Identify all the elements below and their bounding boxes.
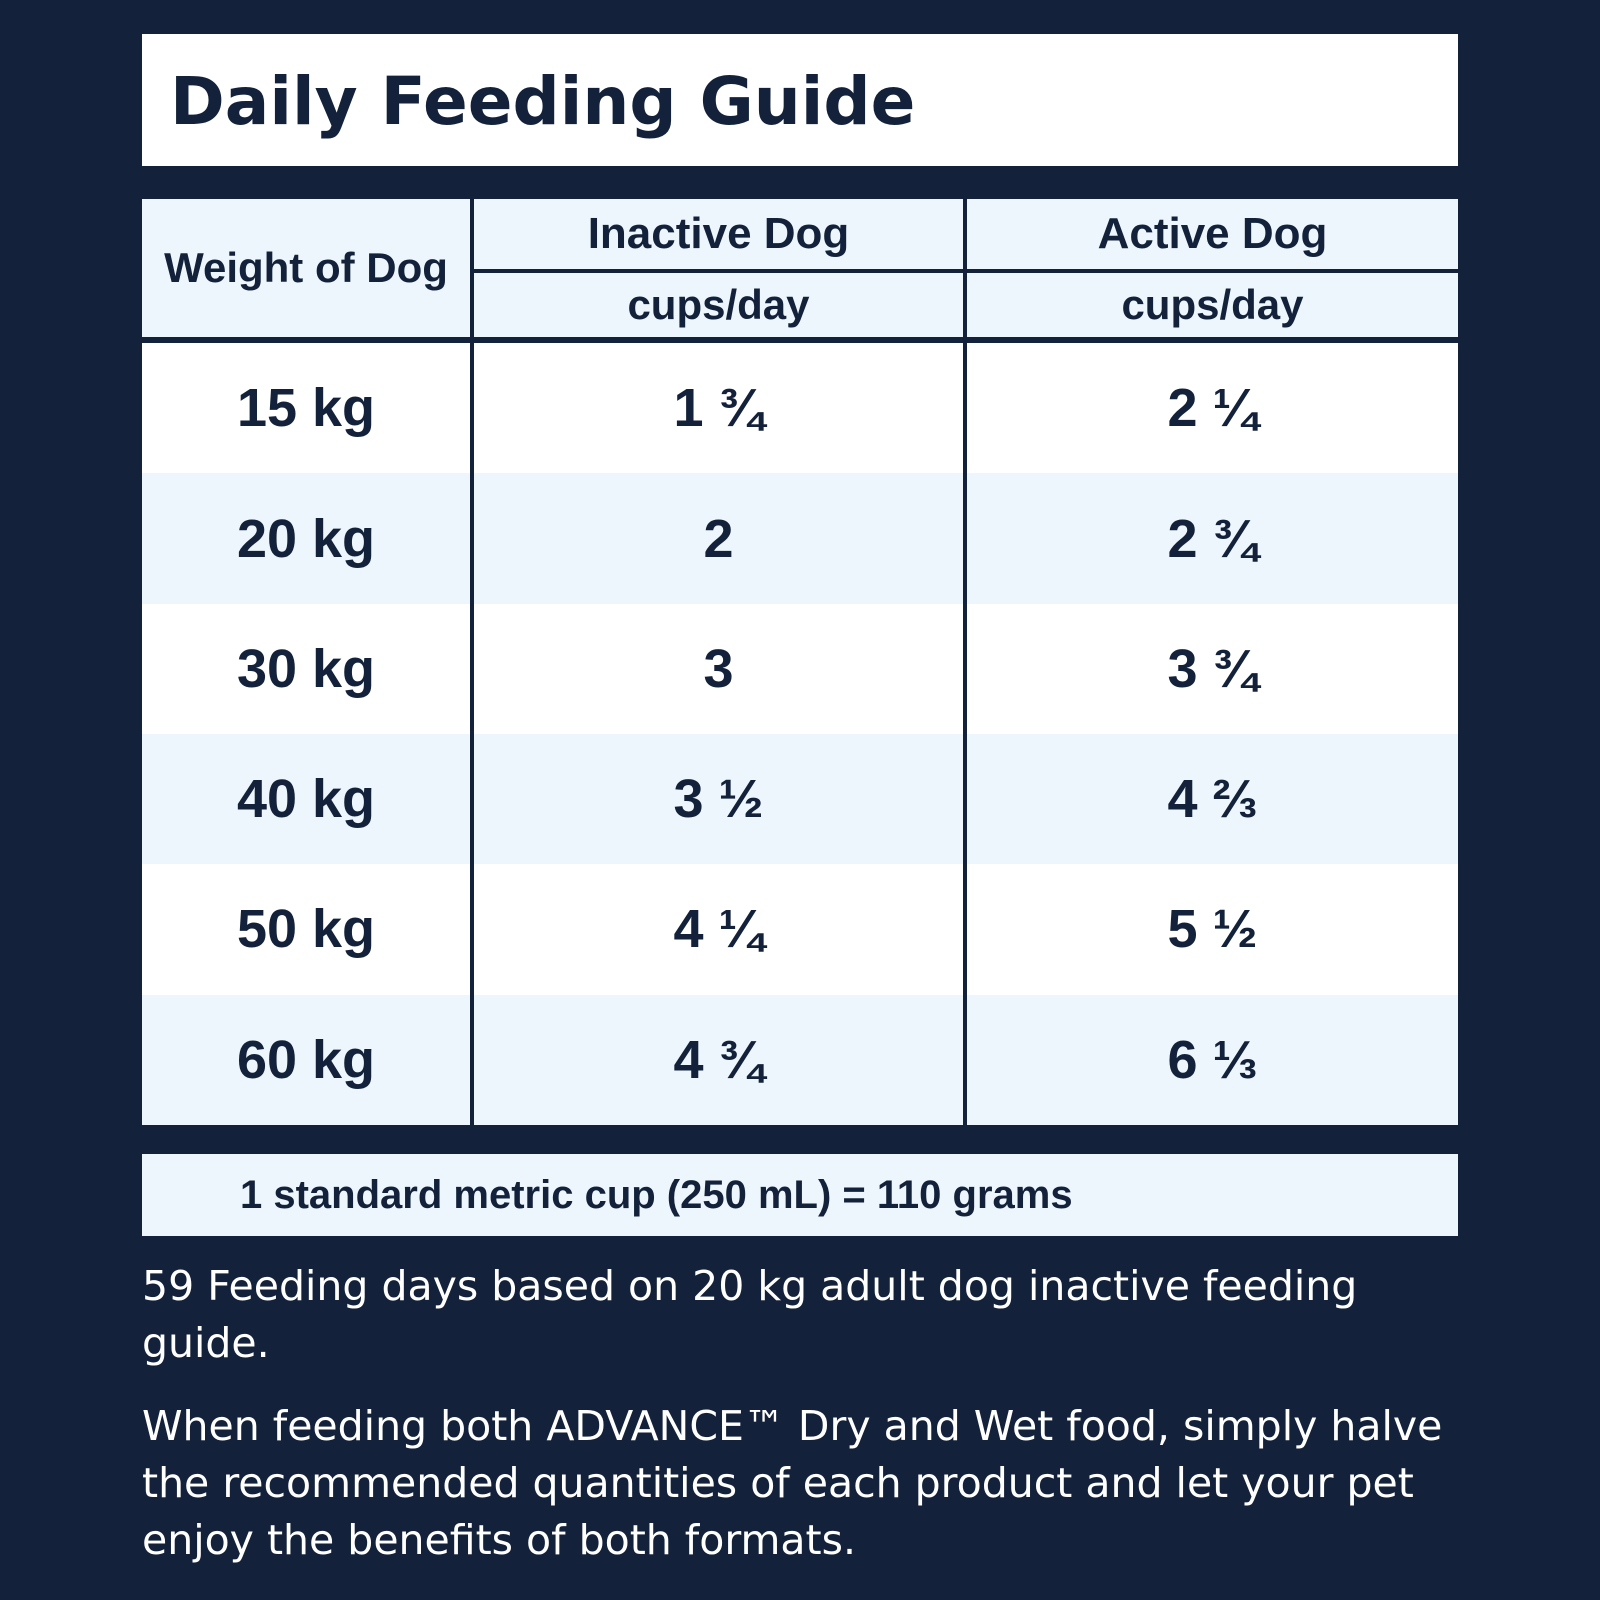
weight-cell: 30 kg — [142, 603, 474, 734]
weight-column-header: Weight of Dog — [142, 199, 474, 343]
inactive-cups-cell: 4 ¼ — [472, 864, 965, 995]
active-cups-cell: 3 ¾ — [963, 603, 1458, 734]
inactive-cups-cell: 3 ½ — [472, 734, 965, 865]
table-row: 60 kg 4 ¾ 6 ⅓ — [142, 994, 1458, 1125]
title-panel: Daily Feeding Guide — [142, 34, 1458, 166]
table-row: 15 kg 1 ¾ 2 ¼ — [142, 340, 1458, 474]
active-cups-cell: 2 ¼ — [963, 340, 1458, 474]
table-row: 50 kg 4 ¼ 5 ½ — [142, 864, 1458, 995]
active-cups-cell: 2 ¾ — [963, 473, 1458, 604]
table-row: 20 kg 2 2 ¾ — [142, 473, 1458, 604]
weight-cell: 20 kg — [142, 473, 474, 604]
active-cups-cell: 5 ½ — [963, 864, 1458, 995]
combined-feeding-text: When feeding both ADVANCE™ Dry and Wet f… — [142, 1402, 1443, 1564]
cup-conversion-panel: 1 standard metric cup (250 mL) = 110 gra… — [142, 1154, 1458, 1236]
cup-conversion-note: 1 standard metric cup (250 mL) = 110 gra… — [240, 1173, 1073, 1217]
active-unit-header: cups/day — [963, 271, 1458, 343]
table-row: 30 kg 3 3 ¾ — [142, 603, 1458, 734]
inactive-cups-cell: 2 — [472, 473, 965, 604]
active-cups-cell: 4 ⅔ — [963, 734, 1458, 865]
weight-cell: 60 kg — [142, 994, 474, 1125]
weight-cell: 50 kg — [142, 864, 474, 995]
table-row: 40 kg 3 ½ 4 ⅔ — [142, 734, 1458, 865]
weight-cell: 15 kg — [142, 340, 474, 474]
inactive-cups-cell: 3 — [472, 603, 965, 734]
inactive-cups-cell: 4 ¾ — [472, 994, 965, 1125]
active-cups-cell: 6 ⅓ — [963, 994, 1458, 1125]
inactive-cups-cell: 1 ¾ — [472, 340, 965, 474]
inactive-dog-header: Inactive Dog — [472, 199, 965, 273]
feeding-days-text: 59 Feeding days based on 20 kg adult dog… — [142, 1262, 1358, 1367]
feeding-table: Weight of Dog Inactive Dog Active Dog cu… — [142, 199, 1458, 1125]
weight-cell: 40 kg — [142, 734, 474, 865]
inactive-unit-header: cups/day — [472, 271, 965, 343]
active-dog-header: Active Dog — [963, 199, 1458, 273]
page-title: Daily Feeding Guide — [170, 63, 916, 140]
